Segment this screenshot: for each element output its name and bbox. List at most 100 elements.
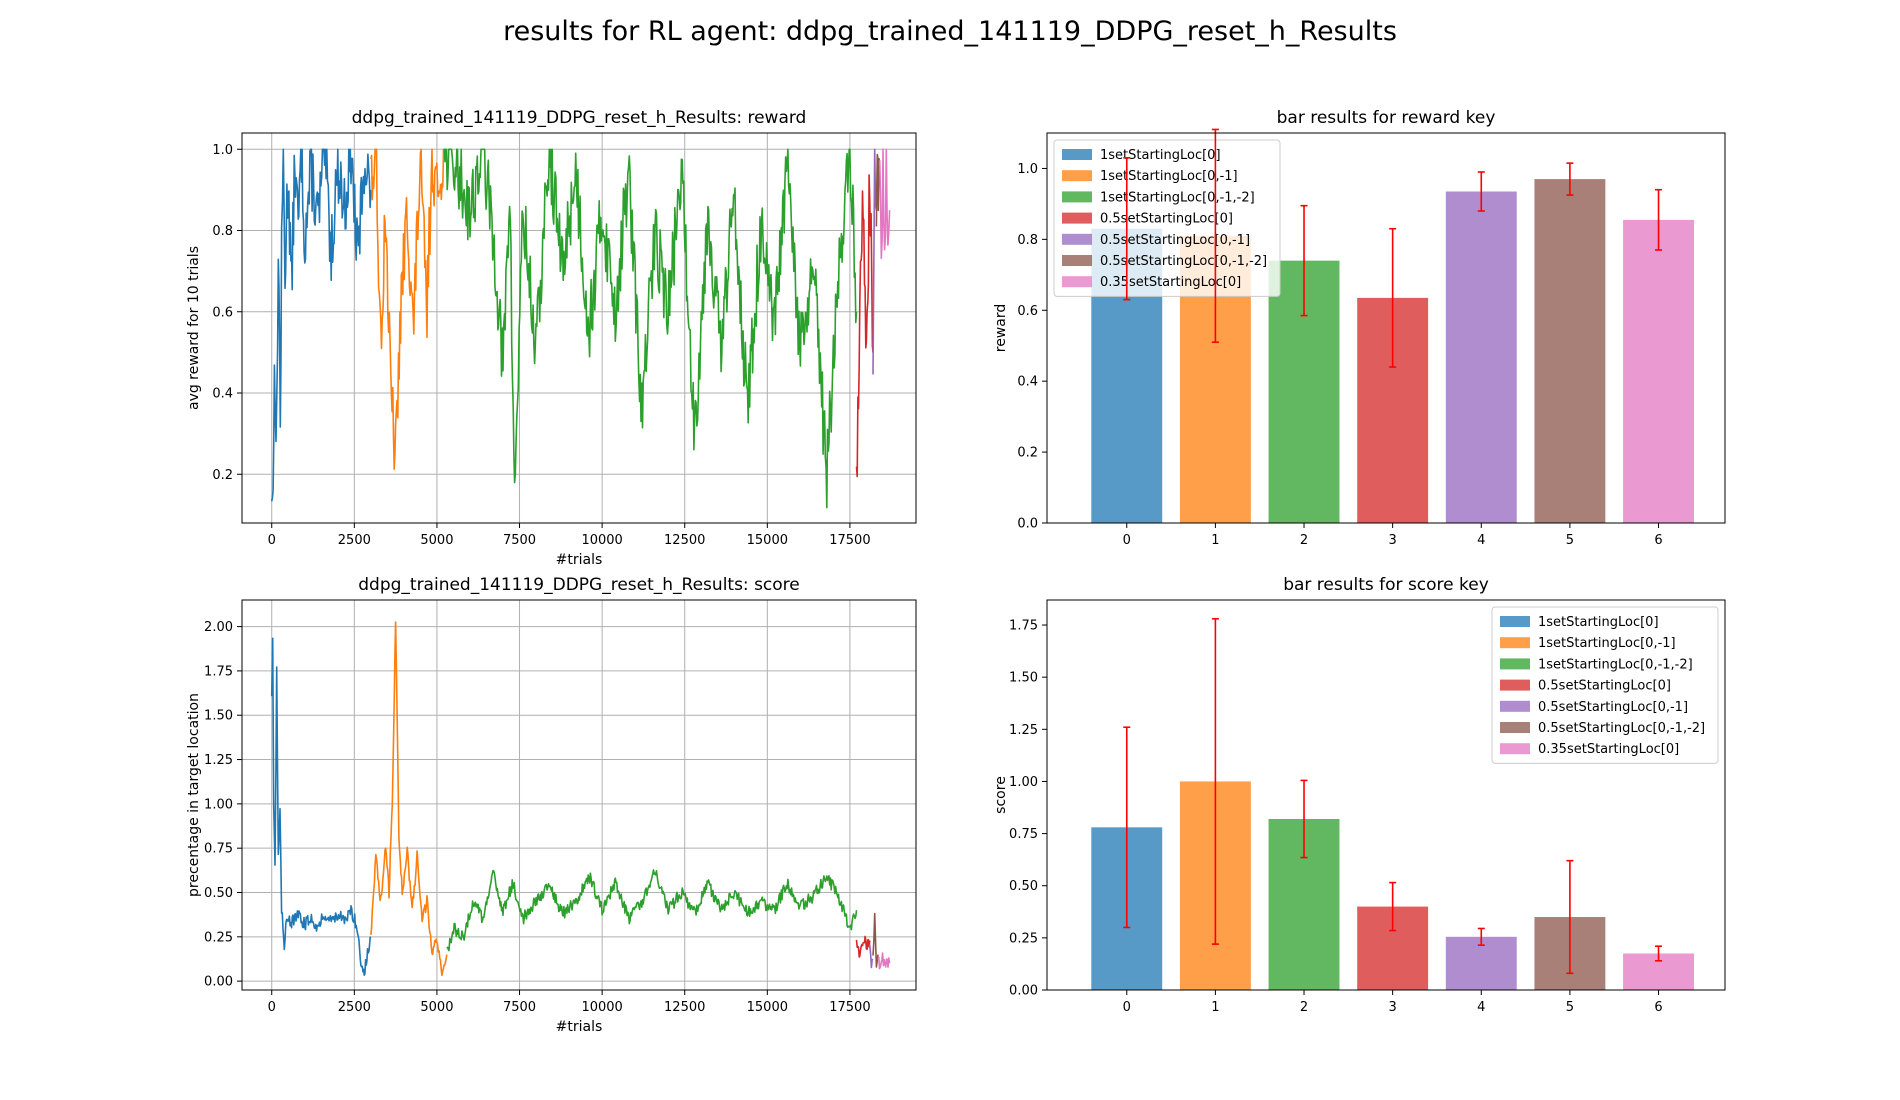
x-tick-label: 5 xyxy=(1566,1000,1574,1015)
y-tick-label: 0.6 xyxy=(212,305,233,320)
y-tick-label: 0.8 xyxy=(212,224,233,239)
plot-frame xyxy=(1046,132,1726,524)
y-tick-label: 1.25 xyxy=(204,753,233,768)
x-tick-label: 10000 xyxy=(581,533,622,548)
x-tick-label: 1 xyxy=(1211,1000,1219,1015)
y-tick-label: 1.75 xyxy=(204,664,233,679)
x-tick-label: 2 xyxy=(1300,533,1308,548)
x-tick-label: 10000 xyxy=(581,1000,622,1015)
legend-swatch-5 xyxy=(1500,722,1530,733)
y-tick-label: 0.4 xyxy=(212,387,233,402)
x-axis-label: #trials xyxy=(556,552,603,568)
legend-label-6: 0.35setStartingLoc[0] xyxy=(1100,275,1241,290)
legend-swatch-1 xyxy=(1500,637,1530,649)
y-tick-label: 0.00 xyxy=(204,975,233,990)
series-line-2 xyxy=(443,148,858,509)
series-line-1 xyxy=(370,621,448,977)
y-tick-label: 0.2 xyxy=(212,468,233,483)
x-tick-label: 15000 xyxy=(747,533,788,548)
x-tick-label: 2500 xyxy=(338,533,371,548)
x-tick-label: 7500 xyxy=(503,533,536,548)
legend-swatch-2 xyxy=(1500,658,1530,670)
chart-title: bar results for reward key xyxy=(1277,108,1496,128)
legend-swatch-6 xyxy=(1500,743,1530,755)
x-tick-label: 4 xyxy=(1477,1000,1485,1015)
series-line-6 xyxy=(878,148,891,260)
bar-4 xyxy=(1445,191,1517,523)
y-axis-label: reward xyxy=(993,304,1009,353)
y-axis-label: precentage in target location xyxy=(186,693,202,897)
y-tick-label: 0.50 xyxy=(1009,879,1038,894)
x-tick-label: 17500 xyxy=(829,1000,870,1015)
legend-label-4: 0.5setStartingLoc[0,-1] xyxy=(1538,700,1688,715)
y-tick-label: 1.00 xyxy=(204,797,233,812)
series-line-5 xyxy=(875,153,881,227)
legend-label-1: 1setStartingLoc[0,-1] xyxy=(1100,169,1238,184)
y-tick-label: 1.0 xyxy=(1017,162,1038,177)
x-tick-label: 12500 xyxy=(664,1000,705,1015)
series-line-3 xyxy=(855,174,874,478)
x-tick-label: 1 xyxy=(1211,533,1219,548)
series-line-0 xyxy=(270,148,372,502)
series-line-6 xyxy=(877,952,891,970)
legend-label-0: 1setStartingLoc[0] xyxy=(1100,148,1221,163)
legend-label-6: 0.35setStartingLoc[0] xyxy=(1538,742,1679,757)
x-tick-label: 5 xyxy=(1566,533,1574,548)
chart-title: bar results for score key xyxy=(1283,575,1489,595)
y-tick-label: 0.0 xyxy=(1017,517,1038,532)
x-tick-label: 0 xyxy=(1123,1000,1131,1015)
legend-swatch-2 xyxy=(1062,191,1092,203)
legend-swatch-6 xyxy=(1062,276,1092,288)
x-tick-label: 4 xyxy=(1477,533,1485,548)
x-tick-label: 0 xyxy=(268,1000,276,1015)
y-tick-label: 0.4 xyxy=(1017,375,1038,390)
x-tick-label: 15000 xyxy=(747,1000,788,1015)
legend-label-5: 0.5setStartingLoc[0,-1,-2] xyxy=(1100,254,1267,269)
chart-title: ddpg_trained_141119_DDPG_reset_h_Results… xyxy=(358,575,800,595)
y-tick-label: 0.25 xyxy=(1009,931,1038,946)
y-axis-label: avg reward for 10 trials xyxy=(186,246,202,410)
legend-label-3: 0.5setStartingLoc[0] xyxy=(1538,679,1671,694)
x-axis-label: #trials xyxy=(556,1019,603,1035)
x-tick-label: 7500 xyxy=(503,1000,536,1015)
legend-label-0: 1setStartingLoc[0] xyxy=(1538,615,1659,630)
x-tick-label: 3 xyxy=(1389,1000,1397,1015)
y-axis-label: score xyxy=(993,776,1009,814)
bar-5 xyxy=(1534,179,1606,523)
legend-swatch-3 xyxy=(1500,679,1530,691)
legend-label-2: 1setStartingLoc[0,-1,-2] xyxy=(1538,657,1693,672)
plot-frame xyxy=(241,599,917,991)
plot-frame xyxy=(1046,599,1726,991)
y-tick-label: 0.6 xyxy=(1017,304,1038,319)
legend: 1setStartingLoc[0] 1setStartingLoc[0,-1] 1… xyxy=(1491,606,1719,764)
y-tick-label: 2.00 xyxy=(204,620,233,635)
series-line-3 xyxy=(855,935,871,958)
series-line-2 xyxy=(446,869,858,952)
y-tick-label: 0.8 xyxy=(1017,233,1038,248)
legend-swatch-3 xyxy=(1062,212,1092,224)
figure-title: results for RL agent: ddpg_trained_14111… xyxy=(503,16,1397,47)
x-tick-label: 2500 xyxy=(338,1000,371,1015)
legend-label-5: 0.5setStartingLoc[0,-1,-2] xyxy=(1538,721,1705,736)
y-tick-label: 0.50 xyxy=(204,886,233,901)
legend-label-4: 0.5setStartingLoc[0,-1] xyxy=(1100,233,1250,248)
series-line-5 xyxy=(872,912,879,968)
x-tick-label: 6 xyxy=(1654,1000,1662,1015)
x-tick-label: 5000 xyxy=(420,1000,453,1015)
legend-swatch-4 xyxy=(1500,700,1530,712)
y-tick-label: 1.50 xyxy=(204,709,233,724)
x-tick-label: 0 xyxy=(268,533,276,548)
series-line-4 xyxy=(868,944,874,969)
y-tick-label: 0.00 xyxy=(1009,984,1038,999)
x-tick-label: 6 xyxy=(1654,533,1662,548)
y-tick-label: 0.2 xyxy=(1017,446,1038,461)
x-tick-label: 2 xyxy=(1300,1000,1308,1015)
y-tick-label: 0.25 xyxy=(204,930,233,945)
legend-swatch-0 xyxy=(1500,616,1530,627)
plot-frame xyxy=(241,132,917,524)
x-tick-label: 5000 xyxy=(420,533,453,548)
